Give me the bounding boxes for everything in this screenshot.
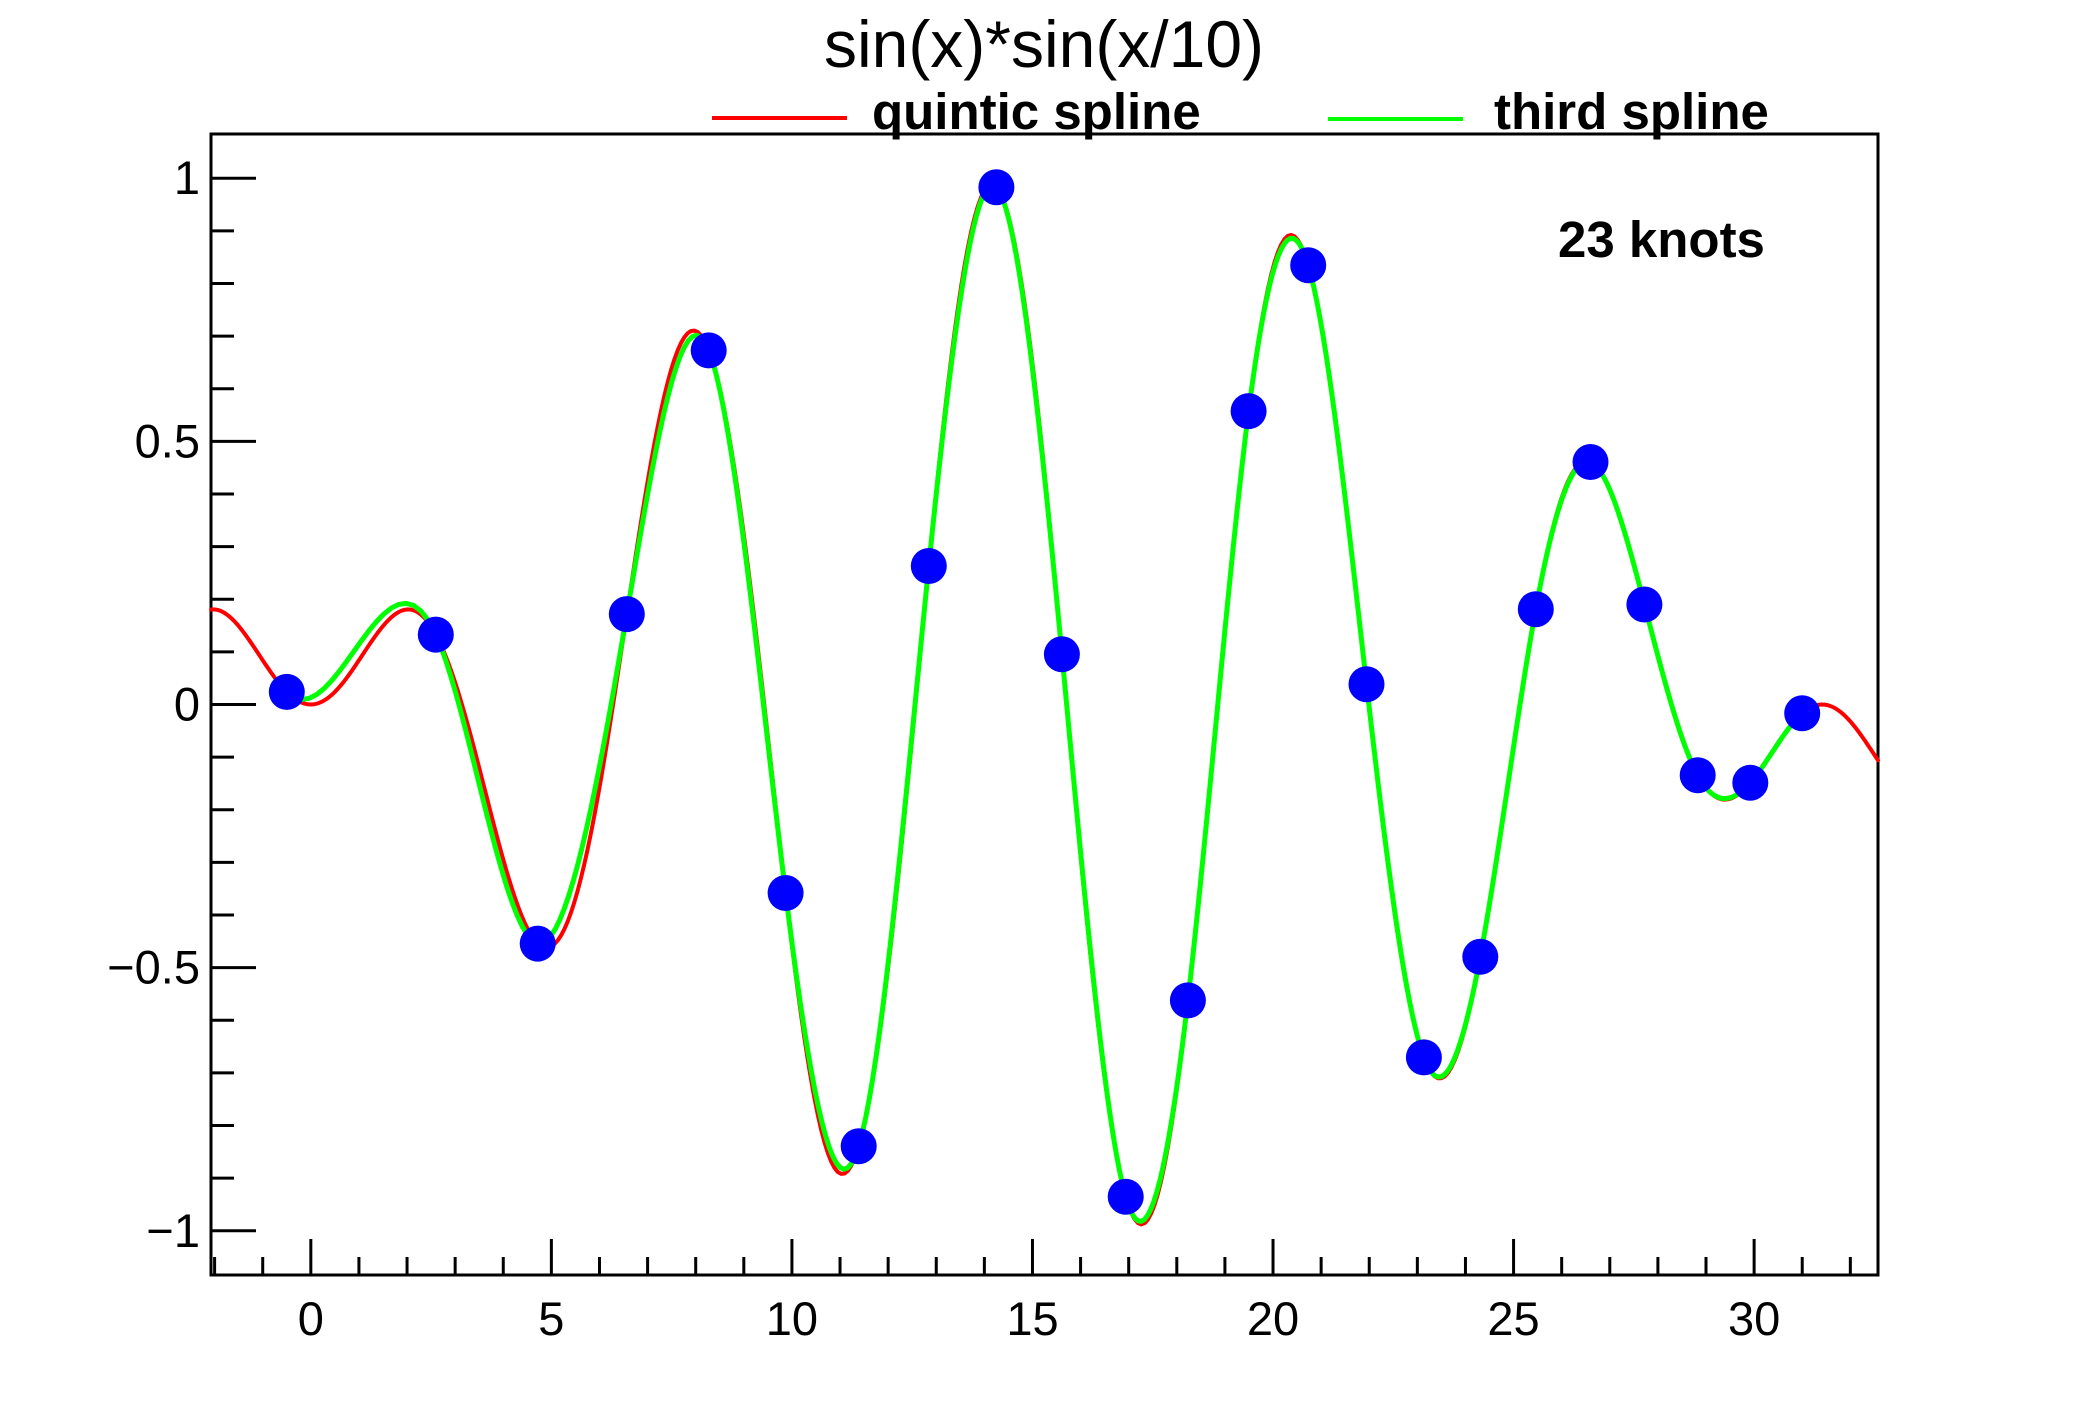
svg-text:0: 0 — [298, 1292, 324, 1345]
y-axis-labels: −1 −0.5 0 0.5 1 — [107, 151, 200, 1257]
svg-text:−1: −1 — [146, 1204, 200, 1257]
legend-third-line-sample — [1328, 117, 1463, 121]
plot-frame — [209, 132, 1880, 1277]
legend-quintic-label: quintic spline — [872, 83, 1201, 140]
svg-text:0: 0 — [174, 678, 200, 731]
svg-text:25: 25 — [1487, 1292, 1539, 1345]
knot-markers — [268, 169, 1821, 1215]
x-axis-labels: 0 5 10 15 20 25 30 — [298, 1292, 1781, 1345]
y-axis-ticks — [211, 176, 256, 1233]
legend-third-label: third spline — [1494, 83, 1769, 140]
chart-title: sin(x)*sin(x/10) — [823, 7, 1265, 81]
svg-text:1: 1 — [174, 151, 200, 204]
curve-third-spline — [284, 182, 1805, 1224]
svg-text:15: 15 — [1006, 1292, 1058, 1345]
knots-count-annotation: 23 knots — [1558, 211, 1765, 268]
svg-text:−0.5: −0.5 — [107, 941, 200, 994]
svg-text:10: 10 — [766, 1292, 818, 1345]
legend-quintic-line-sample — [712, 116, 847, 120]
svg-text:0.5: 0.5 — [135, 414, 200, 467]
svg-text:20: 20 — [1247, 1292, 1299, 1345]
svg-text:30: 30 — [1728, 1292, 1780, 1345]
x-axis-ticks — [213, 1239, 1852, 1275]
svg-text:5: 5 — [538, 1292, 564, 1345]
